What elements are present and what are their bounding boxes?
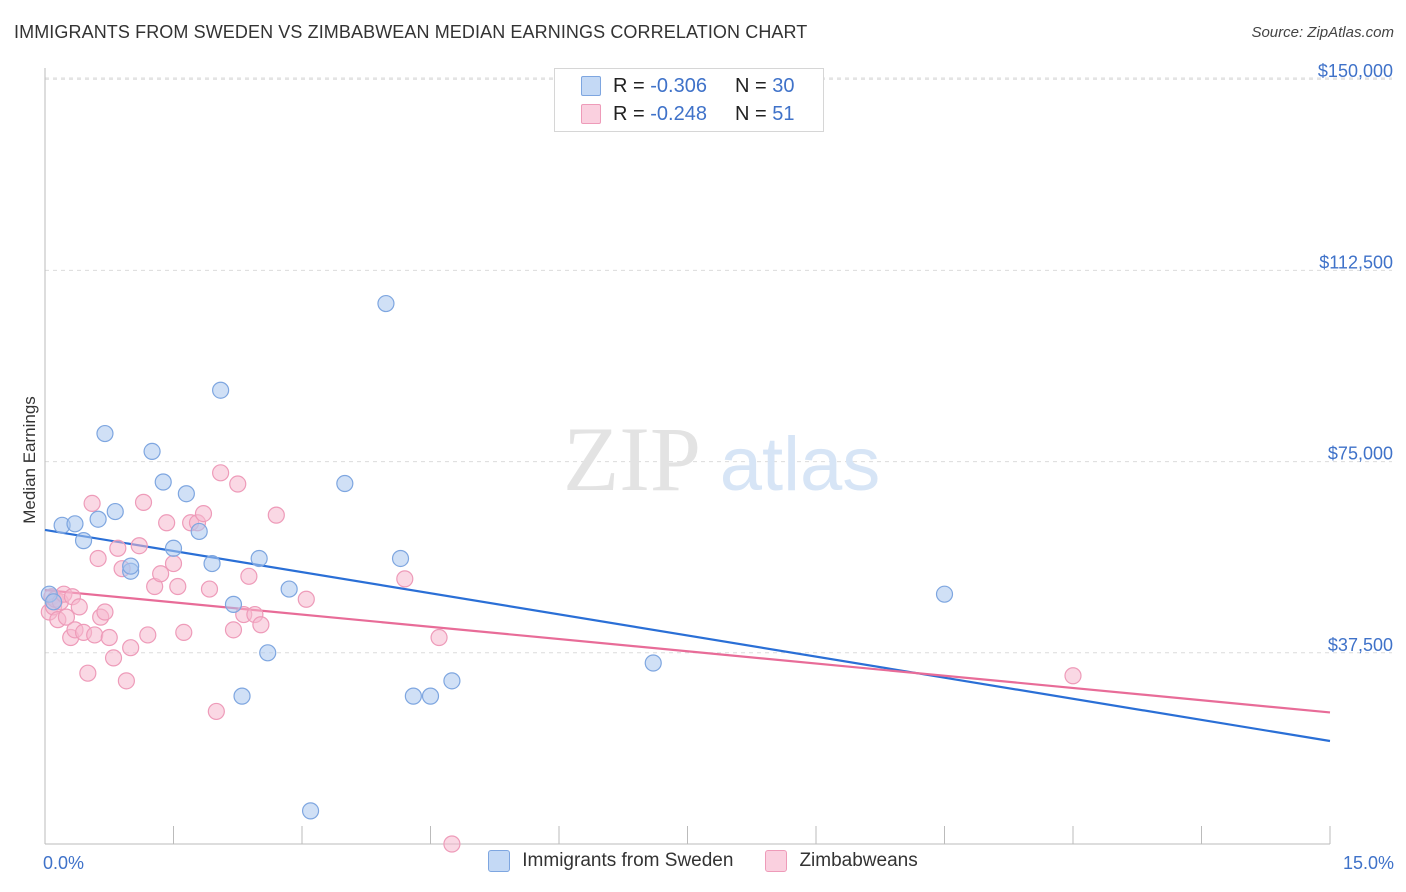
gridlines bbox=[45, 77, 1392, 654]
series-legend-item-sweden: Immigrants from Sweden bbox=[488, 850, 733, 872]
point-zimbabwe bbox=[224, 621, 243, 639]
point-sweden bbox=[44, 593, 63, 611]
x-tick-label-max: 15.0% bbox=[1343, 853, 1394, 873]
point-zimbabwe bbox=[1064, 667, 1082, 685]
point-zimbabwe bbox=[240, 567, 258, 585]
legend-row-zimbabwe: R = -0.248 N = 51 bbox=[555, 100, 795, 128]
point-zimbabwe bbox=[158, 514, 176, 532]
point-zimbabwe bbox=[252, 616, 270, 634]
series-swatch-zimbabwe bbox=[765, 850, 788, 872]
point-sweden bbox=[190, 522, 208, 541]
point-zimbabwe bbox=[83, 494, 101, 513]
point-sweden bbox=[96, 424, 114, 443]
point-zimbabwe bbox=[109, 539, 127, 557]
point-sweden bbox=[250, 549, 268, 568]
y-tick-label: $150,000 bbox=[1318, 61, 1393, 81]
point-sweden bbox=[280, 580, 298, 598]
watermark: ZIP atlas bbox=[563, 408, 880, 510]
point-zimbabwe bbox=[152, 565, 170, 583]
point-sweden bbox=[259, 644, 277, 662]
point-zimbabwe bbox=[130, 537, 148, 555]
series-legend: Immigrants from Sweden Zimbabweans bbox=[0, 850, 1406, 872]
point-zimbabwe bbox=[86, 626, 104, 644]
point-zimbabwe bbox=[96, 603, 114, 621]
point-zimbabwe bbox=[79, 664, 97, 682]
point-sweden bbox=[301, 802, 320, 820]
axes bbox=[44, 68, 1331, 845]
y-tick-label: $37,500 bbox=[1328, 635, 1393, 655]
point-zimbabwe bbox=[212, 464, 230, 482]
point-zimbabwe bbox=[57, 608, 76, 626]
point-zimbabwe bbox=[122, 639, 140, 657]
point-sweden bbox=[443, 672, 461, 690]
point-sweden bbox=[377, 294, 395, 313]
point-zimbabwe bbox=[89, 549, 107, 568]
point-sweden bbox=[404, 687, 422, 705]
legend-n-label: N = bbox=[735, 102, 773, 125]
legend-swatch-zimbabwe bbox=[581, 104, 601, 124]
point-sweden bbox=[644, 654, 662, 672]
data-points bbox=[40, 294, 1082, 853]
series-label-sweden: Immigrants from Sweden bbox=[522, 850, 734, 871]
point-sweden bbox=[89, 510, 107, 528]
point-zimbabwe bbox=[443, 835, 461, 853]
point-zimbabwe bbox=[70, 598, 88, 616]
point-zimbabwe bbox=[229, 475, 247, 493]
legend-n-value-zimbabwe: 51 bbox=[772, 102, 795, 125]
point-sweden bbox=[233, 687, 251, 705]
point-zimbabwe bbox=[430, 628, 448, 647]
legend-swatch-sweden bbox=[581, 76, 601, 96]
chart-title: IMMIGRANTS FROM SWEDEN VS ZIMBABWEAN MED… bbox=[14, 22, 808, 42]
point-zimbabwe bbox=[194, 505, 213, 523]
watermark-zip: ZIP bbox=[563, 408, 701, 510]
point-zimbabwe bbox=[169, 577, 187, 596]
legend-n-label: N = bbox=[735, 74, 773, 97]
correlation-legend: R = -0.306 N = 30 R = -0.248 N = 51 bbox=[554, 68, 824, 132]
point-zimbabwe bbox=[297, 590, 315, 608]
y-tick-label: $75,000 bbox=[1328, 444, 1393, 464]
legend-row-sweden: R = -0.306 N = 30 bbox=[555, 72, 795, 100]
y-tick-label: $112,500 bbox=[1319, 252, 1393, 272]
point-zimbabwe bbox=[267, 506, 285, 524]
point-sweden bbox=[66, 515, 84, 533]
series-label-zimbabwe: Zimbabweans bbox=[799, 850, 918, 871]
point-zimbabwe bbox=[175, 623, 193, 642]
legend-n-value-sweden: 30 bbox=[772, 74, 795, 97]
point-sweden bbox=[391, 549, 410, 568]
watermark-atlas: atlas bbox=[720, 422, 881, 507]
point-sweden bbox=[177, 485, 195, 503]
point-sweden bbox=[106, 502, 124, 521]
legend-r-label: R = bbox=[613, 74, 651, 97]
legend-r-value-zimbabwe: -0.248 bbox=[650, 102, 707, 125]
point-sweden bbox=[203, 554, 221, 573]
legend-r-value-sweden: -0.306 bbox=[650, 74, 707, 97]
point-sweden bbox=[122, 557, 140, 575]
source-credit: Source: ZipAtlas.com bbox=[1251, 24, 1394, 41]
x-tick-label-min: 0.0% bbox=[43, 853, 84, 873]
point-zimbabwe bbox=[164, 554, 183, 573]
point-sweden bbox=[421, 687, 440, 705]
point-zimbabwe bbox=[396, 570, 414, 588]
point-sweden bbox=[164, 539, 183, 557]
point-sweden bbox=[74, 532, 93, 550]
point-sweden bbox=[143, 442, 161, 461]
point-sweden bbox=[336, 474, 354, 493]
point-sweden bbox=[154, 473, 172, 491]
point-zimbabwe bbox=[134, 493, 153, 511]
y-axis-label: Median Earnings bbox=[20, 396, 39, 524]
point-zimbabwe bbox=[100, 628, 118, 647]
point-zimbabwe bbox=[200, 580, 219, 598]
point-zimbabwe bbox=[104, 649, 123, 667]
series-swatch-sweden bbox=[488, 850, 511, 872]
axis-labels: $37,500 $75,000 $112,500 $150,000 0.0% 15.0% M… bbox=[20, 61, 1394, 873]
point-zimbabwe bbox=[207, 702, 225, 721]
legend-r-label: R = bbox=[613, 102, 651, 125]
point-sweden bbox=[212, 381, 230, 399]
point-sweden bbox=[224, 595, 243, 613]
point-sweden bbox=[935, 585, 954, 603]
point-zimbabwe bbox=[117, 672, 135, 690]
point-zimbabwe bbox=[139, 626, 157, 644]
series-legend-item-zimbabwe: Zimbabweans bbox=[765, 850, 918, 872]
